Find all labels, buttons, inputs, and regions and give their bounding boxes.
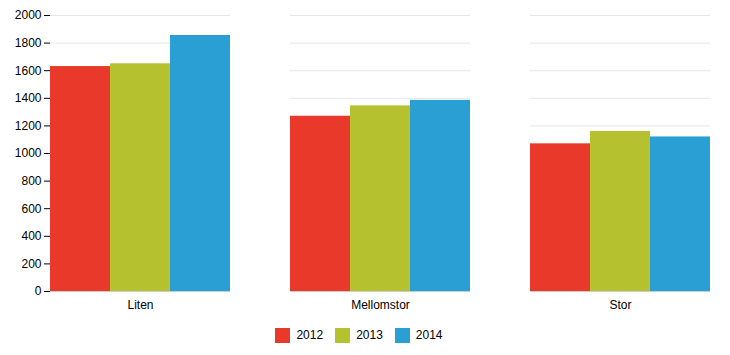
svg-text:1200: 1200: [15, 119, 42, 133]
svg-text:0: 0: [35, 284, 42, 298]
svg-text:600: 600: [21, 202, 41, 216]
svg-text:1400: 1400: [15, 91, 42, 105]
svg-text:1000: 1000: [15, 146, 42, 160]
svg-text:800: 800: [21, 174, 41, 188]
svg-text:200: 200: [21, 257, 41, 271]
svg-text:Mellomstor: Mellomstor: [351, 298, 410, 312]
svg-text:2000: 2000: [15, 8, 42, 22]
svg-text:Stor: Stor: [609, 298, 631, 312]
svg-text:400: 400: [21, 229, 41, 243]
svg-text:1800: 1800: [15, 36, 42, 50]
svg-text:1600: 1600: [15, 64, 42, 78]
html-text:2013: 2013: [356, 328, 383, 342]
html-text:2012: 2012: [296, 328, 324, 342]
html-text:2014: 2014: [415, 328, 443, 342]
svg-text:Liten: Liten: [127, 298, 153, 312]
